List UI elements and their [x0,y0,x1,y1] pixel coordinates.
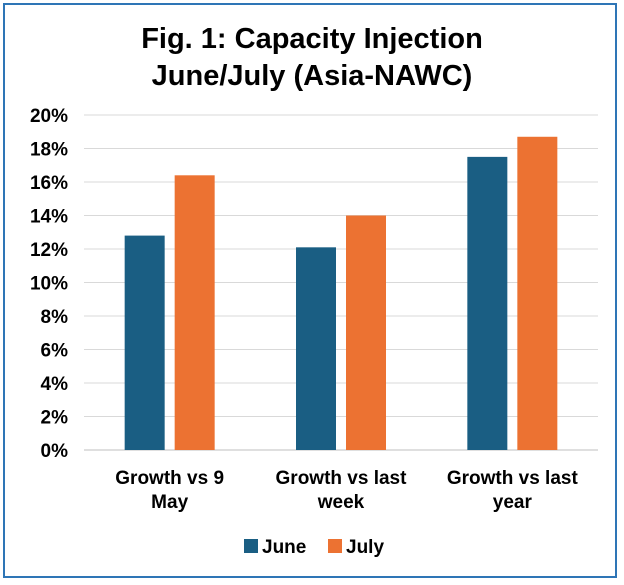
legend-swatch-july [328,539,342,553]
bar-july [517,136,558,450]
x-axis: Growth vs 9 May Growth vs last week Growth v… [115,468,578,513]
bar-june [124,235,165,450]
y-tick-label: 14% [30,207,68,228]
y-axis: 0% 2% 4% 6% 8% 10% 12% 14% 16% 18% 20% [30,106,68,462]
legend-label-june: June [262,537,306,558]
bar-june [296,247,336,450]
bar-july [174,175,215,451]
bars [124,136,558,451]
bar-july [346,215,386,450]
y-tick-label: 18% [30,140,68,161]
y-tick-label: 0% [41,441,69,462]
y-tick-label: 12% [30,240,68,261]
chart-title-line-2: June/July (Asia-NAWC) [151,60,473,92]
x-category-label: Growth vs last [276,468,408,489]
chart-title-line-1: Fig. 1: Capacity Injection [141,23,483,55]
x-category-label: Growth vs 9 [115,468,224,489]
y-tick-label: 16% [30,173,68,194]
x-category-label: year [493,492,533,513]
y-tick-label: 4% [41,374,69,395]
x-category-label: Growth vs last [447,468,579,489]
gridlines [84,114,598,451]
y-tick-label: 6% [41,341,69,362]
legend: June July [244,537,384,558]
legend-label-july: July [346,537,384,558]
legend-swatch-june [244,539,258,553]
x-category-label: week [317,492,365,513]
y-tick-label: 8% [41,307,69,328]
y-tick-label: 10% [30,274,68,295]
y-tick-label: 20% [30,106,68,127]
y-tick-label: 2% [41,408,69,429]
x-category-label: May [151,492,188,513]
bar-june [467,156,508,450]
